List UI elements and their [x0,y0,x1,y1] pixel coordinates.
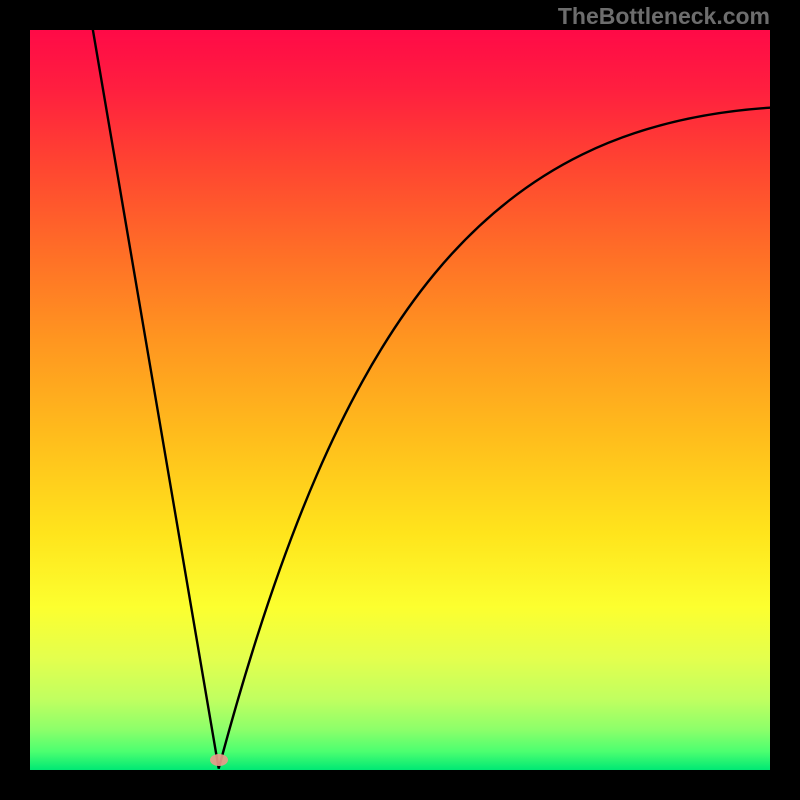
plot-area [30,30,770,770]
bottleneck-curve [30,30,770,770]
notch-marker [210,754,228,766]
curve-path [93,30,770,769]
watermark-text: TheBottleneck.com [558,3,770,30]
